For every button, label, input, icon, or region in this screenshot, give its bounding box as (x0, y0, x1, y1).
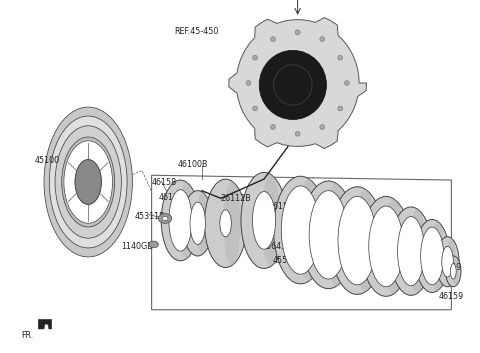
Ellipse shape (431, 221, 444, 291)
Text: 45527A: 45527A (273, 256, 304, 265)
Ellipse shape (453, 257, 459, 286)
Text: 45577A: 45577A (384, 246, 415, 255)
Text: 45681: 45681 (357, 238, 383, 247)
Ellipse shape (281, 186, 320, 274)
Ellipse shape (252, 192, 276, 249)
Text: FR.: FR. (21, 331, 33, 340)
Polygon shape (229, 18, 367, 149)
Circle shape (252, 106, 257, 111)
Ellipse shape (220, 210, 231, 237)
Ellipse shape (369, 206, 403, 287)
Ellipse shape (442, 246, 453, 277)
Text: 26112B: 26112B (221, 195, 252, 203)
Text: REF.45-450: REF.45-450 (175, 27, 219, 36)
Ellipse shape (384, 199, 404, 294)
Text: 46158: 46158 (152, 178, 177, 187)
Circle shape (246, 80, 251, 85)
Ellipse shape (450, 264, 456, 279)
Ellipse shape (301, 181, 355, 289)
Ellipse shape (409, 209, 426, 293)
Ellipse shape (55, 126, 121, 238)
Text: 45311B: 45311B (134, 212, 165, 221)
Ellipse shape (330, 187, 384, 294)
Ellipse shape (262, 175, 280, 266)
Ellipse shape (169, 190, 192, 251)
Ellipse shape (309, 191, 348, 279)
Ellipse shape (64, 141, 112, 223)
Ellipse shape (241, 172, 287, 268)
Text: 45643C: 45643C (262, 241, 293, 251)
Ellipse shape (196, 192, 208, 254)
Ellipse shape (179, 182, 194, 259)
Ellipse shape (420, 227, 444, 285)
Ellipse shape (326, 184, 347, 286)
Ellipse shape (397, 217, 424, 286)
Text: 45100: 45100 (35, 156, 60, 165)
Ellipse shape (224, 181, 240, 265)
Text: 46131: 46131 (158, 192, 183, 202)
Text: 45651B: 45651B (408, 255, 439, 264)
Text: 45644: 45644 (332, 227, 357, 236)
Ellipse shape (162, 217, 168, 220)
Circle shape (338, 106, 343, 111)
Ellipse shape (259, 50, 326, 120)
Circle shape (345, 80, 349, 85)
Ellipse shape (204, 179, 247, 268)
Ellipse shape (361, 196, 411, 296)
Ellipse shape (338, 196, 376, 285)
Text: 1140GD: 1140GD (121, 241, 153, 251)
Ellipse shape (415, 220, 449, 293)
Ellipse shape (182, 191, 213, 256)
Circle shape (338, 55, 343, 60)
Polygon shape (38, 319, 52, 329)
Text: 46100B: 46100B (178, 160, 208, 169)
Circle shape (295, 30, 300, 35)
Ellipse shape (149, 241, 158, 248)
Ellipse shape (436, 237, 459, 287)
Ellipse shape (190, 202, 205, 244)
Text: 46159: 46159 (439, 293, 464, 301)
Ellipse shape (49, 116, 127, 248)
Ellipse shape (62, 137, 115, 227)
Ellipse shape (355, 190, 376, 292)
Ellipse shape (68, 148, 108, 216)
Circle shape (320, 37, 324, 42)
Ellipse shape (298, 179, 319, 281)
Text: 46159: 46159 (437, 263, 462, 272)
Ellipse shape (446, 238, 456, 286)
Ellipse shape (44, 107, 132, 257)
Circle shape (320, 125, 324, 129)
Circle shape (271, 125, 276, 129)
Circle shape (252, 55, 257, 60)
Ellipse shape (274, 176, 327, 284)
Ellipse shape (75, 160, 101, 204)
Ellipse shape (445, 256, 461, 287)
Ellipse shape (158, 214, 172, 223)
Circle shape (295, 131, 300, 136)
Text: 46155: 46155 (269, 202, 294, 211)
Circle shape (271, 37, 276, 42)
Ellipse shape (390, 207, 432, 295)
Text: 45247A: 45247A (173, 217, 204, 227)
Ellipse shape (161, 180, 200, 261)
